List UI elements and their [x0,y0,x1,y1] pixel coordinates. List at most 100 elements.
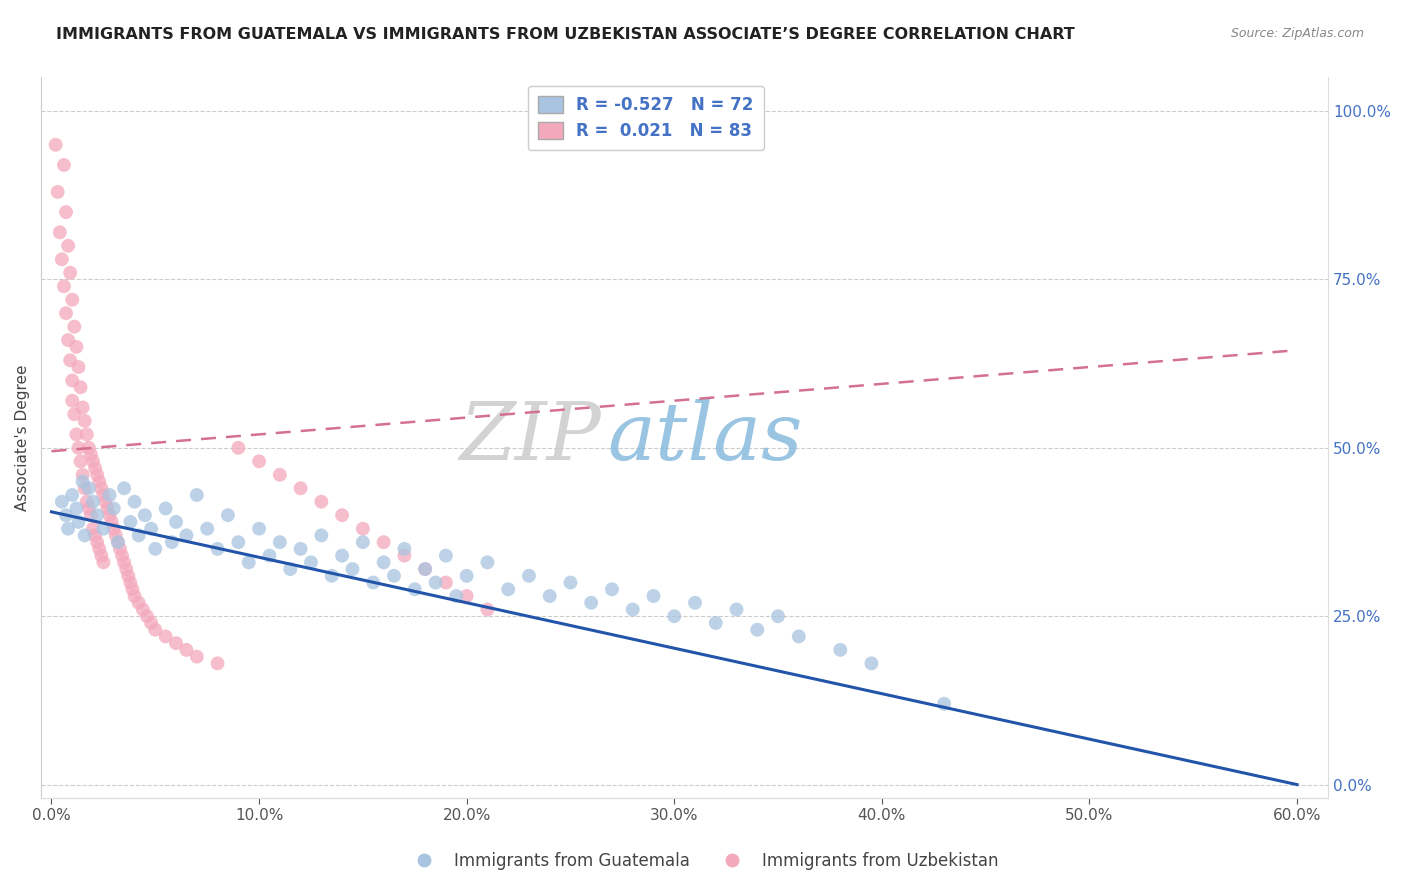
Point [103,522,125,536]
Point [82,494,104,508]
Point [45,137,67,152]
Point [299,555,322,569]
Point [60,293,83,307]
Point [52,279,75,293]
Point [290,541,312,556]
Point [73,528,96,542]
Point [76,427,98,442]
Point [69,454,91,468]
Point [93,555,115,569]
Point [103,501,125,516]
Point [330,549,353,563]
Point [80,508,103,523]
Point [65,427,87,442]
Point [82,522,104,536]
Point [155,501,177,516]
Point [725,602,748,616]
Point [98,508,121,523]
Point [226,441,249,455]
Point [766,609,789,624]
Point [120,575,142,590]
Point [186,649,208,664]
Point [643,589,665,603]
Point [413,562,436,576]
Text: ZIP: ZIP [460,399,600,476]
Point [207,541,229,556]
Point [176,528,198,542]
Point [932,697,955,711]
Point [67,441,90,455]
Point [51,252,73,267]
Point [311,528,333,542]
Point [143,541,166,556]
Point [121,582,143,597]
Point [56,239,79,253]
Point [155,629,177,643]
Point [63,319,86,334]
Point [683,596,706,610]
Point [413,562,436,576]
Point [600,582,623,597]
Point [132,602,155,616]
Point [67,515,90,529]
Point [538,589,561,603]
Text: atlas: atlas [607,399,803,476]
Point [434,549,457,563]
Point [49,225,72,239]
Point [86,467,108,482]
Point [56,522,79,536]
Point [120,515,142,529]
Point [124,589,146,603]
Point [186,488,208,502]
Point [51,494,73,508]
Point [330,508,353,523]
Point [579,596,602,610]
Point [860,657,883,671]
Point [238,555,260,569]
Point [55,306,77,320]
Point [84,461,107,475]
Point [373,535,395,549]
Point [259,549,281,563]
Point [621,602,644,616]
Point [111,549,134,563]
Point [321,569,343,583]
Point [65,501,87,516]
Point [290,481,312,495]
Point [72,467,94,482]
Point [69,380,91,394]
Point [128,528,150,542]
Point [394,549,416,563]
Point [94,494,117,508]
Point [60,393,83,408]
Point [98,488,121,502]
Point [160,535,183,549]
Point [108,541,131,556]
Text: Source: ZipAtlas.com: Source: ZipAtlas.com [1230,27,1364,40]
Point [247,454,270,468]
Point [86,535,108,549]
Point [747,623,769,637]
Point [404,582,426,597]
Point [269,535,291,549]
Point [65,340,87,354]
Point [72,401,94,415]
Point [446,589,468,603]
Point [143,623,166,637]
Point [60,374,83,388]
Point [217,508,239,523]
Y-axis label: Associate's Degree: Associate's Degree [15,365,30,511]
Point [59,353,82,368]
Point [278,562,301,576]
Point [664,609,686,624]
Point [46,185,69,199]
Point [63,407,86,421]
Point [456,569,478,583]
Point [560,575,582,590]
Point [434,575,457,590]
Point [165,515,187,529]
Point [55,508,77,523]
Point [226,535,249,549]
Point [89,541,111,556]
Point [86,508,108,523]
